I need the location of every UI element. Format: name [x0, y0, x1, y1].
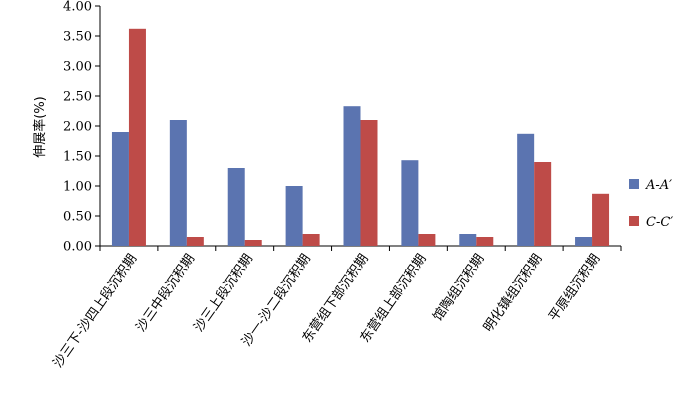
bar-a-6	[401, 160, 419, 246]
legend-label: C-C′	[646, 215, 673, 230]
category-label: 馆陶组沉积期	[430, 251, 488, 324]
bar-a-1	[111, 132, 129, 246]
category-label: 沙三中段沉积期	[134, 252, 198, 335]
bar-c-7	[476, 237, 494, 246]
bar-c-1	[128, 28, 146, 246]
bar-a-8	[517, 133, 535, 246]
bar-c-8	[534, 162, 552, 246]
bars	[111, 28, 610, 246]
bar-a-7	[459, 234, 477, 246]
bar-c-9	[592, 193, 610, 246]
legend-swatch	[629, 179, 639, 189]
category-label: 东营组上部沉积期	[358, 252, 430, 346]
y-tick-label: 1.00	[63, 180, 92, 195]
category-label: 平原组沉积期	[546, 252, 603, 325]
y-tick-label: 2.00	[63, 120, 92, 135]
y-tick-label: 0.00	[63, 240, 92, 255]
category-label: 沙三下-沙四上段沉积期	[51, 252, 141, 371]
y-tick-label: 4.00	[63, 0, 92, 15]
legend: A-A′ C-C′	[629, 178, 673, 230]
bar-c-3	[244, 240, 262, 246]
y-tick-label: 0.50	[63, 210, 92, 225]
y-tick-label: 3.50	[63, 30, 92, 45]
y-tick-label: 3.00	[63, 60, 92, 75]
bar-c-4	[302, 234, 320, 246]
category-labels: 沙三下-沙四上段沉积期沙三中段沉积期沙三上段沉积期沙一-沙二段沉积期东营组下部沉…	[51, 251, 604, 371]
bar-c-6	[418, 234, 436, 246]
bar-a-3	[227, 168, 245, 246]
y-tick-label: 2.50	[63, 90, 92, 105]
y-tick-label: 1.50	[63, 150, 92, 165]
category-label: 明化镇组沉积期	[481, 252, 545, 335]
bar-a-2	[169, 120, 187, 246]
legend-swatch	[629, 216, 639, 226]
bar-a-5	[343, 106, 361, 246]
bar-a-4	[285, 186, 303, 246]
bar-a-9	[575, 237, 593, 246]
category-label: 沙三上段沉积期	[192, 252, 256, 335]
legend-label: A-A′	[645, 178, 672, 193]
bar-c-2	[186, 237, 204, 246]
y-axis-label: 伸展率(%)	[32, 96, 48, 158]
bar-c-5	[360, 120, 378, 246]
